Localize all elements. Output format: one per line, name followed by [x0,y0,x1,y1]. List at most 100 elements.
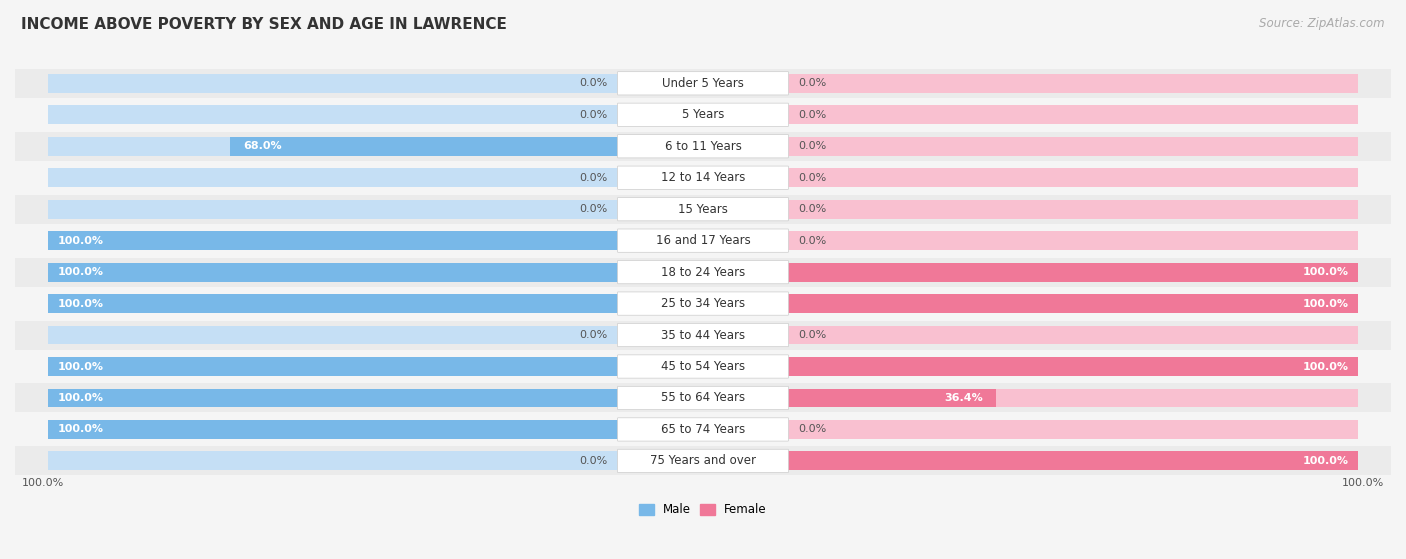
Bar [789,452,1358,470]
Bar [789,168,1358,187]
Bar [15,258,1391,287]
FancyBboxPatch shape [617,418,789,441]
Text: 100.0%: 100.0% [1302,267,1348,277]
Text: 12 to 14 Years: 12 to 14 Years [661,171,745,184]
FancyBboxPatch shape [617,166,789,190]
Bar [15,163,1391,192]
Text: 100.0%: 100.0% [1302,456,1348,466]
Bar [48,74,617,93]
Bar [789,452,1358,470]
Bar [48,389,617,408]
Bar [48,105,617,124]
Text: 100.0%: 100.0% [58,236,104,245]
Bar [48,325,617,344]
Text: 6 to 11 Years: 6 to 11 Years [665,140,741,153]
Bar [789,389,995,408]
Bar [48,137,617,156]
Text: 0.0%: 0.0% [799,424,827,434]
Text: 100.0%: 100.0% [1302,362,1348,372]
Text: 100.0%: 100.0% [58,393,104,403]
Text: 75 Years and over: 75 Years and over [650,454,756,467]
Text: 0.0%: 0.0% [799,110,827,120]
FancyBboxPatch shape [617,103,789,126]
Text: 100.0%: 100.0% [58,267,104,277]
FancyBboxPatch shape [617,449,789,472]
Bar [48,231,617,250]
Bar [48,294,617,313]
Text: 55 to 64 Years: 55 to 64 Years [661,391,745,405]
Bar [15,132,1391,161]
Bar [789,357,1358,376]
Text: 18 to 24 Years: 18 to 24 Years [661,266,745,278]
Bar [15,226,1391,255]
Text: 25 to 34 Years: 25 to 34 Years [661,297,745,310]
Bar [48,389,617,408]
FancyBboxPatch shape [617,72,789,95]
Text: 0.0%: 0.0% [579,78,607,88]
Text: 100.0%: 100.0% [58,362,104,372]
Legend: Male, Female: Male, Female [634,499,772,521]
Bar [15,447,1391,475]
Bar [231,137,617,156]
Bar [789,263,1358,282]
Text: 0.0%: 0.0% [799,141,827,151]
Text: 0.0%: 0.0% [579,456,607,466]
Bar [15,69,1391,98]
Text: 0.0%: 0.0% [799,78,827,88]
Text: 100.0%: 100.0% [58,424,104,434]
Text: 0.0%: 0.0% [579,204,607,214]
Bar [15,383,1391,413]
Text: 100.0%: 100.0% [58,299,104,309]
Bar [48,168,617,187]
FancyBboxPatch shape [617,292,789,315]
Bar [15,415,1391,444]
Bar [15,289,1391,318]
Text: 100.0%: 100.0% [1343,478,1385,488]
Text: 0.0%: 0.0% [799,330,827,340]
Bar [48,357,617,376]
Text: 100.0%: 100.0% [21,478,63,488]
Bar [15,320,1391,349]
Text: 16 and 17 Years: 16 and 17 Years [655,234,751,247]
FancyBboxPatch shape [617,260,789,284]
FancyBboxPatch shape [617,355,789,378]
Bar [15,195,1391,224]
FancyBboxPatch shape [617,229,789,252]
Text: 0.0%: 0.0% [799,173,827,183]
Bar [48,263,617,282]
Bar [48,420,617,439]
Bar [789,74,1358,93]
Text: 45 to 54 Years: 45 to 54 Years [661,360,745,373]
Text: 68.0%: 68.0% [243,141,283,151]
Text: 0.0%: 0.0% [579,173,607,183]
Bar [789,200,1358,219]
Bar [789,325,1358,344]
Bar [48,294,617,313]
Bar [789,231,1358,250]
Text: Under 5 Years: Under 5 Years [662,77,744,90]
Text: 65 to 74 Years: 65 to 74 Years [661,423,745,436]
Bar [789,389,1358,408]
Text: 5 Years: 5 Years [682,108,724,121]
Bar [789,263,1358,282]
FancyBboxPatch shape [617,197,789,221]
Bar [789,105,1358,124]
Bar [789,420,1358,439]
Bar [48,452,617,470]
FancyBboxPatch shape [617,386,789,410]
Text: 15 Years: 15 Years [678,203,728,216]
Text: 36.4%: 36.4% [943,393,983,403]
Bar [789,357,1358,376]
Bar [789,137,1358,156]
Bar [48,200,617,219]
Bar [48,420,617,439]
Bar [48,263,617,282]
Text: 100.0%: 100.0% [1302,299,1348,309]
Text: 0.0%: 0.0% [799,236,827,245]
FancyBboxPatch shape [617,324,789,347]
Text: 0.0%: 0.0% [579,330,607,340]
Bar [789,294,1358,313]
FancyBboxPatch shape [617,135,789,158]
Text: 35 to 44 Years: 35 to 44 Years [661,329,745,342]
Bar [15,352,1391,381]
